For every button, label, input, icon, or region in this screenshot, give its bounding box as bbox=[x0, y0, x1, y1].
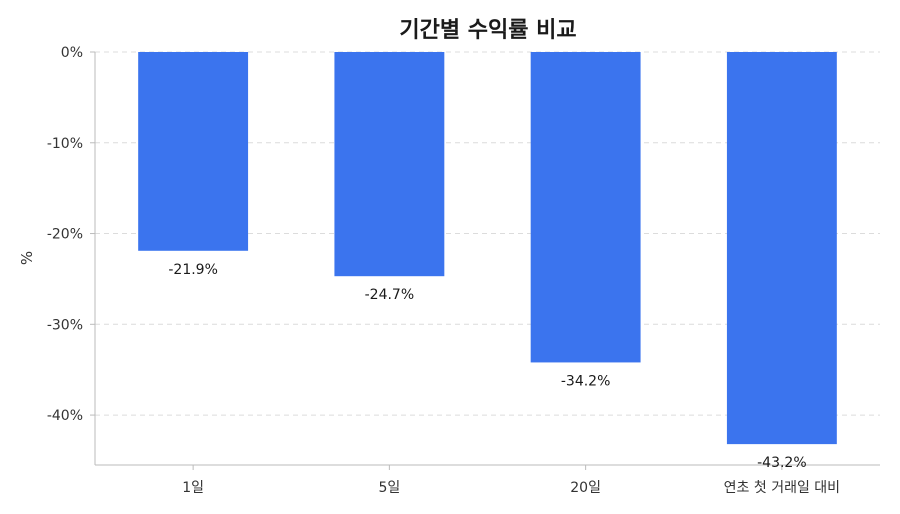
bar bbox=[138, 52, 249, 251]
y-tick-label: -10% bbox=[47, 136, 83, 152]
axes bbox=[90, 51, 880, 470]
x-tick-label: 연초 첫 거래일 대비 bbox=[724, 480, 840, 496]
data-label: -43.2% bbox=[757, 455, 807, 471]
data-label: -21.9% bbox=[168, 262, 218, 278]
x-tick-label: 20일 bbox=[570, 480, 601, 496]
bars bbox=[138, 52, 837, 445]
y-axis-label: % bbox=[18, 251, 36, 265]
y-tick-label: -40% bbox=[47, 408, 83, 424]
data-label: -34.2% bbox=[561, 373, 611, 389]
bar bbox=[530, 52, 641, 363]
bar bbox=[726, 52, 837, 445]
data-label: -24.7% bbox=[365, 287, 415, 303]
y-tick-label: -20% bbox=[47, 227, 83, 243]
x-tick-label: 5일 bbox=[378, 480, 400, 496]
y-tick-label: -30% bbox=[47, 317, 83, 333]
chart-title: 기간별 수익률 비교 bbox=[399, 18, 576, 43]
x-tick-label: 1일 bbox=[182, 480, 204, 496]
bar bbox=[334, 52, 445, 277]
y-tick-label: 0% bbox=[61, 45, 83, 61]
labels: 0% -10% -20% -30% -40% -21.9% 1일 -24.7% 5일 -34.2%… bbox=[47, 45, 840, 496]
